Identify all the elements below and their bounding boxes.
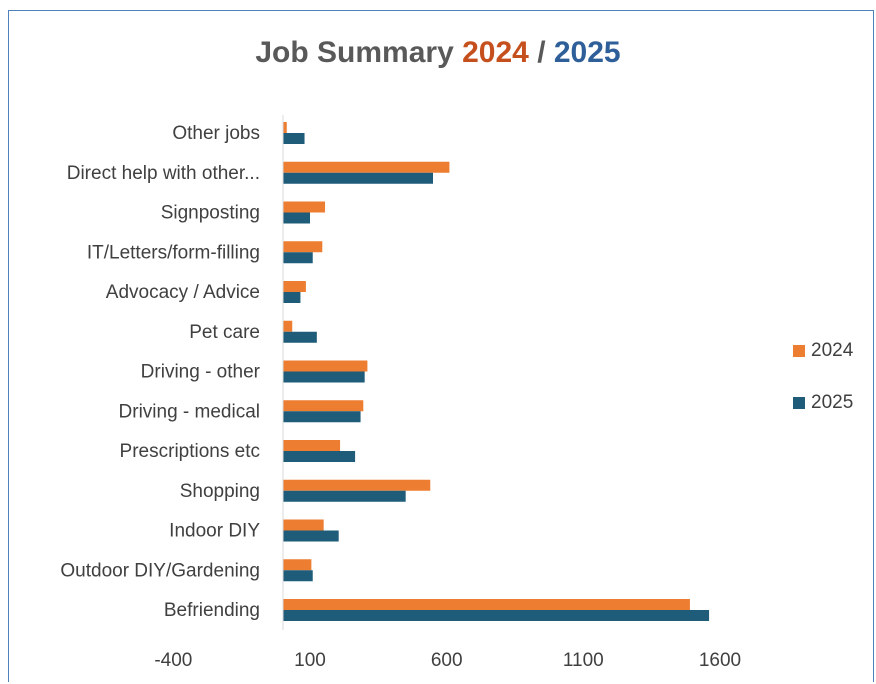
title-year-2025: 2025 xyxy=(553,36,621,69)
category-label: Indoor DIY xyxy=(169,521,260,542)
bar-2024-9 xyxy=(283,479,431,491)
category-label: Shopping xyxy=(180,481,260,502)
bar-2025-7 xyxy=(283,411,361,423)
title-prefix: Job Summary xyxy=(255,36,463,69)
chart-title: Job Summary 2024 / 2025 xyxy=(0,36,876,70)
bar-2024-6 xyxy=(283,360,368,372)
category-label: IT/Letters/form-filling xyxy=(87,242,260,263)
x-tick-label: 600 xyxy=(431,650,463,671)
bar-2024-5 xyxy=(283,320,293,332)
bars-group xyxy=(283,122,710,621)
category-label: Driving - other xyxy=(141,362,261,383)
bar-2025-4 xyxy=(283,292,301,303)
category-label: Befriending xyxy=(164,600,260,621)
legend-item-2024: 2024 xyxy=(793,338,853,364)
bar-2024-3 xyxy=(283,241,323,253)
category-label: Other jobs xyxy=(172,123,260,144)
category-label: Advocacy / Advice xyxy=(106,282,260,303)
x-tick-labels: -400 100 600 1100 1600 xyxy=(154,650,741,671)
category-label: Driving - medical xyxy=(119,401,260,422)
bar-2024-2 xyxy=(283,201,326,213)
bar-2024-11 xyxy=(283,559,312,571)
category-label: Prescriptions etc xyxy=(120,441,260,462)
bar-2025-6 xyxy=(283,371,365,383)
bar-2024-1 xyxy=(283,161,450,173)
bar-2025-11 xyxy=(283,570,313,582)
category-label: Pet care xyxy=(189,322,260,343)
bar-2024-8 xyxy=(283,440,341,451)
title-year-2024: 2024 xyxy=(462,36,529,69)
title-separator: / xyxy=(528,36,554,69)
bar-2024-10 xyxy=(283,519,324,531)
legend-label-2024: 2024 xyxy=(811,340,854,361)
category-labels: Other jobs Direct help with other... Signp… xyxy=(60,123,260,621)
bar-2025-12 xyxy=(283,610,710,621)
x-tick-label: 1100 xyxy=(563,650,604,671)
chart-frame xyxy=(8,10,874,682)
bar-2024-12 xyxy=(283,599,690,610)
legend-item-2025: 2025 xyxy=(793,390,853,416)
bar-2025-5 xyxy=(283,331,317,343)
x-tick-label: 1600 xyxy=(699,650,741,671)
legend-swatch-2025 xyxy=(793,397,805,409)
bar-2025-10 xyxy=(283,530,339,542)
bar-2025-0 xyxy=(283,133,305,144)
bar-2025-8 xyxy=(283,451,356,462)
x-tick-label: -400 xyxy=(154,650,192,671)
bar-2025-1 xyxy=(283,172,433,184)
bar-2025-9 xyxy=(283,490,406,502)
bar-2024-4 xyxy=(283,281,306,292)
bar-2025-2 xyxy=(283,212,310,224)
bar-2025-3 xyxy=(283,252,313,264)
x-tick-label: 100 xyxy=(294,650,326,671)
legend-label-2025: 2025 xyxy=(811,392,854,413)
legend-swatch-2024 xyxy=(793,345,805,357)
category-label: Signposting xyxy=(161,203,260,224)
legend: 2024 2025 xyxy=(793,338,853,442)
bar-2024-7 xyxy=(283,400,364,412)
category-label: Direct help with other... xyxy=(67,163,260,184)
bar-2024-0 xyxy=(283,122,287,133)
category-label: Outdoor DIY/Gardening xyxy=(60,560,260,581)
